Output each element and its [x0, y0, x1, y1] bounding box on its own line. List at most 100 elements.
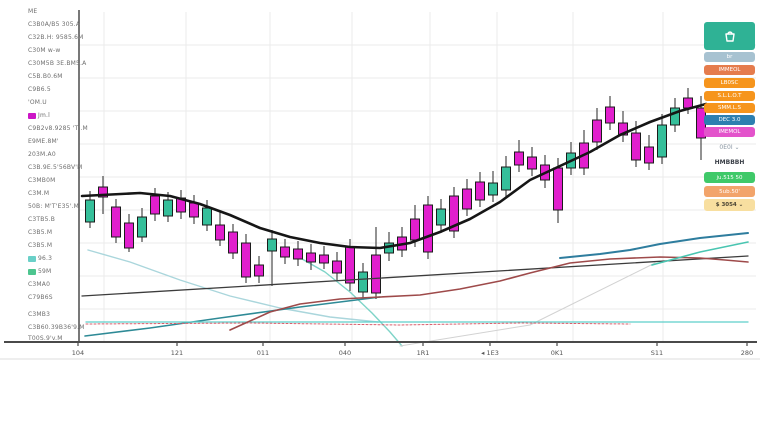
- button-label: $ 3054 ⌄: [715, 202, 744, 208]
- up-candle: [267, 238, 277, 252]
- price-scale-label: C9B6.5: [28, 86, 51, 93]
- price-scale-label: C32B.H: 9585.6M: [28, 34, 83, 41]
- series-color-swatch: [28, 268, 36, 275]
- series-color-swatch: [28, 255, 36, 262]
- price-scale-label-text: 50B: M'T'E35'.M: [28, 203, 79, 210]
- dark-orange-button[interactable]: IMMEOL: [704, 65, 755, 75]
- price-scale-label-text: Jm.l: [38, 112, 50, 119]
- up-candle: [670, 107, 680, 126]
- down-candle: [124, 222, 134, 249]
- salmon-button[interactable]: 5ub.50': [704, 186, 755, 197]
- down-candle: [215, 224, 225, 241]
- price-scale-label: C3MA0: [28, 281, 50, 288]
- down-candle: [345, 246, 355, 284]
- down-candle: [189, 202, 199, 218]
- price-scale-label-text: C3MA0: [28, 281, 51, 288]
- interval-dropdown[interactable]: 0E0I ⌄: [719, 144, 740, 151]
- x-tick-label: ◂ 1E3: [481, 349, 499, 357]
- down-candle: [631, 132, 641, 161]
- price-scale-label: C30M w-w: [28, 47, 61, 54]
- price-scale-label: 96.3: [28, 255, 52, 262]
- down-candle: [514, 151, 524, 166]
- price-scale-label-text: C5B.B0.6M: [28, 73, 63, 80]
- price-scale-label-text: C32B.H: 9585.6M: [28, 34, 84, 41]
- down-candle: [332, 260, 342, 274]
- price-scale-label: C3B.9E.5'56BV'M: [28, 164, 83, 171]
- button-label: IMEMOL: [718, 129, 741, 135]
- price-scale-label: C3B0A/B5 305.A: [28, 21, 80, 28]
- price-scale-label-text: C30M5B 3E.BM5.A: [28, 60, 87, 67]
- price-scale-label: C30M5B 3E.BM5.A: [28, 60, 86, 67]
- button-label: S.L.L.O.T: [717, 93, 742, 99]
- price-scale-label: 59M: [28, 268, 51, 275]
- price-scale-label-text: C3B0A/B5 305.A: [28, 21, 81, 28]
- price-scale-label-text: C30M w-w: [28, 47, 61, 54]
- price-scale-label-text: C3B5.M: [28, 242, 53, 249]
- gray-diagonal-line: [399, 262, 656, 347]
- x-tick-label: 011: [257, 349, 269, 357]
- price-scale-label-text: T00S.9'v.M: [28, 335, 63, 342]
- orange-button-1[interactable]: LB0SC: [704, 78, 755, 88]
- price-scale-label: C3M.M: [28, 190, 49, 197]
- gray-button[interactable]: br: [704, 52, 755, 62]
- down-candle: [280, 246, 290, 258]
- green-button[interactable]: ju.515 50: [704, 172, 755, 183]
- price-scale-label: 'OM.U: [28, 99, 47, 106]
- up-candle: [85, 199, 95, 223]
- price-scale-label-text: C3M.M: [28, 190, 50, 197]
- price-scale-label: C3MB3: [28, 311, 50, 318]
- price-scale-label: C9B2v8.9285 'T'.M: [28, 125, 88, 132]
- up-candle: [358, 271, 368, 293]
- price-scale-label-text: C3MB0M: [28, 177, 56, 184]
- brown-ma-line: [229, 256, 749, 331]
- down-candle: [683, 97, 693, 109]
- up-candle: [501, 166, 511, 191]
- orange-button-3[interactable]: SMM.L.S: [704, 103, 755, 113]
- basket-button[interactable]: [704, 22, 755, 50]
- x-tick-label: 280: [741, 349, 753, 357]
- price-scale-label: Jm.l: [28, 112, 50, 119]
- price-scale-label: C3B5.M: [28, 229, 52, 236]
- price-scale-label-text: C3TB5.B: [28, 216, 56, 223]
- main-black-ma-line: [80, 102, 708, 250]
- price-scale-label-text: E9ME.8M': [28, 138, 59, 145]
- down-candle: [644, 146, 654, 164]
- magenta-button[interactable]: IMEMOL: [704, 127, 755, 137]
- button-label: ju.515 50: [716, 174, 743, 181]
- x-tick-label: 040: [339, 349, 351, 357]
- down-candle: [449, 195, 459, 232]
- x-tick-label: 121: [171, 349, 183, 357]
- x-tick-label: S11: [651, 349, 663, 357]
- down-candle: [475, 181, 485, 201]
- yellow-button[interactable]: $ 3054 ⌄: [704, 199, 755, 211]
- down-candle: [150, 195, 160, 215]
- steelblue-ma-line: [559, 232, 749, 259]
- blue-button[interactable]: DEC 3.0: [704, 115, 755, 125]
- x-tick-label: 1R1: [417, 349, 430, 357]
- price-scale-label: C3B60.39B36'9.M: [28, 324, 85, 331]
- price-scale-label: T00S.9'v.M: [28, 335, 63, 342]
- button-label: LB0SC: [720, 80, 739, 86]
- account-label: HMBBBH: [714, 159, 745, 166]
- down-candle: [592, 119, 602, 143]
- price-scale-panel: ME C3B0A/B5 305.A C32B.H: 9585.6M C30M w-w C…: [0, 0, 88, 360]
- price-scale-label-text: C3B60.39B36'9.M: [28, 324, 85, 331]
- orange-button-2[interactable]: S.L.L.O.T: [704, 91, 755, 101]
- red-dashed-line: [85, 322, 631, 326]
- trendline-line: [81, 255, 749, 297]
- teal-curve-mid-line: [294, 254, 403, 347]
- down-candle: [462, 188, 472, 210]
- price-scale-label: C3MB0M: [28, 177, 56, 184]
- price-scale-label: C5B.B0.6M: [28, 73, 63, 80]
- price-scale-label: C79B6S: [28, 294, 53, 301]
- price-scale-label-text: C9B6.5: [28, 86, 51, 93]
- teal-diagonal-left-line: [84, 296, 381, 337]
- down-candle: [319, 254, 329, 264]
- price-scale-label: ME: [28, 8, 37, 15]
- down-candle: [527, 156, 537, 170]
- x-tick-label: 104: [72, 349, 84, 357]
- button-label: 5ub.50': [719, 188, 740, 195]
- price-scale-label: E9ME.8M': [28, 138, 59, 145]
- button-label: br: [726, 54, 733, 60]
